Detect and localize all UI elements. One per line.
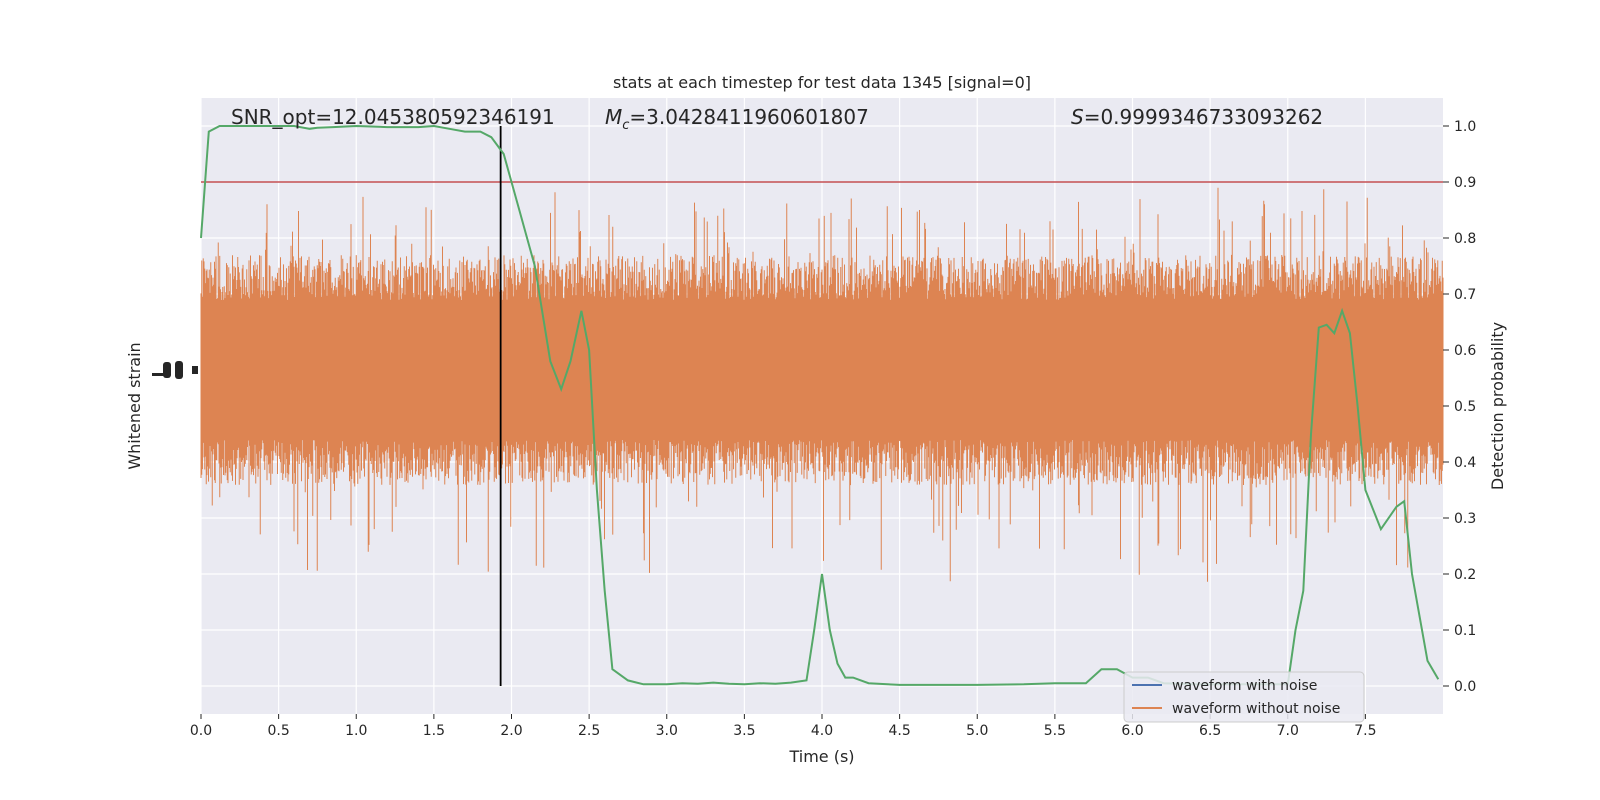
x-tick-label: 0.0 — [190, 723, 212, 739]
x-tick-label: 2.5 — [578, 723, 600, 739]
x-tick-label: 6.0 — [1121, 723, 1143, 739]
x-tick-label: 4.0 — [811, 723, 833, 739]
y-tick-label: 0.3 — [1454, 511, 1476, 527]
chart-title: stats at each timestep for test data 134… — [613, 73, 1031, 92]
x-tick-label: 7.5 — [1354, 723, 1376, 739]
x-tick-label: 7.0 — [1277, 723, 1299, 739]
x-tick-label: 5.5 — [1044, 723, 1066, 739]
chirp-mass-symbol: M — [605, 105, 622, 129]
x-axis-label: Time (s) — [788, 747, 854, 766]
y-axis-label-left: Whitened strain — [125, 342, 144, 469]
y-tick-label: 1.0 — [1454, 119, 1476, 135]
y-tick-label: 0.9 — [1454, 175, 1476, 191]
y-tick-label: 0.7 — [1454, 287, 1476, 303]
y-tick-label: 0.5 — [1454, 399, 1476, 415]
legend: waveform with noise waveform without noi… — [1123, 671, 1365, 723]
left-y-axis-tick-cluster — [152, 361, 198, 379]
y-tick-label: 0.1 — [1454, 623, 1476, 639]
x-tick-label: 5.0 — [966, 723, 988, 739]
s-value: =0.9999346733093262 — [1084, 105, 1323, 129]
legend-label-noise: waveform with noise — [1172, 678, 1317, 694]
y-axis-label-right: Detection probability — [1488, 322, 1507, 490]
x-tick-label: 1.5 — [423, 723, 445, 739]
chirp-mass-value: =3.0428411960601807 — [629, 105, 868, 129]
x-tick-label: 6.5 — [1199, 723, 1221, 739]
x-tick-label: 3.0 — [656, 723, 678, 739]
legend-label-clean: waveform without noise — [1172, 701, 1340, 717]
y-tick-label: 0.6 — [1454, 343, 1476, 359]
x-axis-ticks: 0.0 0.5 1.0 1.5 2.0 2.5 3.0 3.5 4.0 4.5 5.0 5.5 6.0 6… — [190, 714, 1377, 739]
chirp-mass-subscript: c — [622, 118, 629, 133]
y-tick-label: 0.8 — [1454, 231, 1476, 247]
x-tick-label: 4.5 — [888, 723, 910, 739]
clean-waveform-trace — [200, 187, 1444, 582]
x-tick-label: 2.0 — [500, 723, 522, 739]
waveform-without-noise-series — [200, 187, 1444, 582]
legend-box — [1123, 671, 1365, 723]
y-tick-label: 0.2 — [1454, 567, 1476, 583]
s-annotation: S=0.9999346733093262 — [1071, 105, 1323, 129]
chirp-mass-annotation: Mc=3.0428411960601807 — [605, 105, 869, 133]
x-tick-label: 3.5 — [733, 723, 755, 739]
detection-probability-series — [200, 124, 1440, 686]
y-tick-label: 0.4 — [1454, 455, 1476, 471]
s-symbol: S — [1071, 105, 1084, 129]
snr-annotation: SNR_opt=12.045380592346191 — [231, 105, 555, 129]
right-y-axis-ticks: 0.0 0.1 0.2 0.3 0.4 0.5 0.6 0.7 0.8 0.9 1.0 — [1443, 119, 1476, 695]
x-tick-label: 1.0 — [345, 723, 367, 739]
x-tick-label: 0.5 — [267, 723, 289, 739]
y-tick-label: 0.0 — [1454, 679, 1476, 695]
